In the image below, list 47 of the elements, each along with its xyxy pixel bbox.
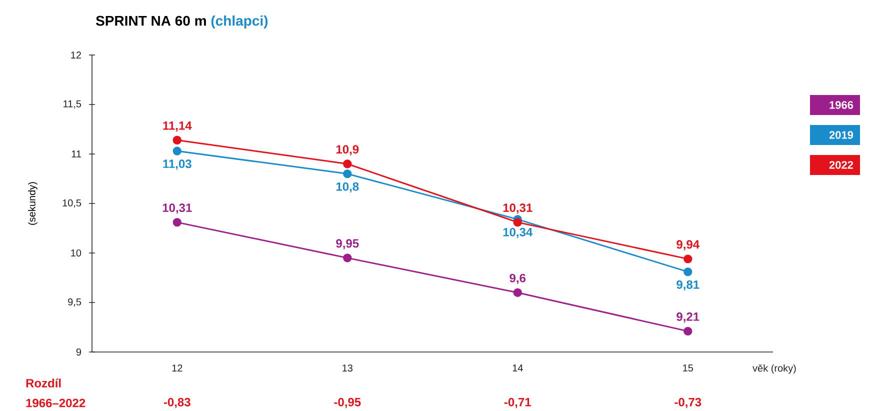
point bbox=[172, 218, 182, 226]
data-label: 10,8 bbox=[336, 182, 359, 192]
data-label: 9,6 bbox=[510, 274, 526, 284]
point bbox=[684, 326, 692, 336]
text: 1966–2022 bbox=[26, 398, 86, 408]
y-tick-label: 11,5 bbox=[64, 100, 82, 108]
data-label: 9,21 bbox=[676, 312, 700, 322]
chart-title: SPRINT NA 60 m bbox=[96, 16, 206, 26]
text: -0,71 bbox=[504, 398, 531, 408]
text: 1966 bbox=[830, 100, 854, 109]
data-label: 9,94 bbox=[676, 240, 700, 250]
point bbox=[684, 254, 692, 264]
x-tick-label: 15 bbox=[683, 364, 694, 372]
text: 2022 bbox=[829, 160, 854, 169]
point bbox=[343, 253, 352, 262]
text: -0,95 bbox=[334, 398, 361, 408]
y-tick-label: 11 bbox=[72, 150, 81, 158]
data-label: 10,34 bbox=[503, 228, 533, 238]
point bbox=[684, 267, 692, 276]
data-label: 11,14 bbox=[163, 121, 192, 132]
data-label: 10,31 bbox=[162, 203, 192, 214]
point bbox=[172, 146, 182, 156]
data-label: 10,31 bbox=[503, 203, 532, 214]
data-label: 11,03 bbox=[163, 159, 192, 170]
chart-subtitle: (chlapci) bbox=[211, 15, 268, 28]
text: -0,73 bbox=[674, 398, 702, 408]
y-tick-label: 12 bbox=[71, 51, 81, 58]
text: 2019 bbox=[829, 130, 854, 139]
text: -0,83 bbox=[164, 398, 190, 408]
y-tick-label: 10,5 bbox=[62, 199, 82, 208]
x-tick-label: 12 bbox=[172, 364, 182, 372]
point bbox=[343, 159, 352, 168]
y-tick-label: 9,5 bbox=[68, 298, 82, 306]
point bbox=[343, 169, 352, 178]
data-label: 10,9 bbox=[336, 144, 359, 156]
x-tick-label: 14 bbox=[512, 364, 523, 372]
data-label: 9,81 bbox=[676, 280, 700, 290]
point bbox=[513, 218, 522, 226]
x-tick-label: 13 bbox=[342, 364, 353, 372]
y-axis-title: (sekundy) bbox=[28, 182, 38, 225]
point bbox=[513, 288, 522, 297]
text: Rozdíl bbox=[26, 378, 61, 388]
data-label: 9,95 bbox=[336, 238, 359, 250]
x-axis-title: věk (roky) bbox=[752, 364, 796, 374]
point bbox=[172, 136, 182, 144]
y-tick-label: 9 bbox=[76, 348, 82, 356]
y-tick-label: 10 bbox=[71, 249, 82, 256]
